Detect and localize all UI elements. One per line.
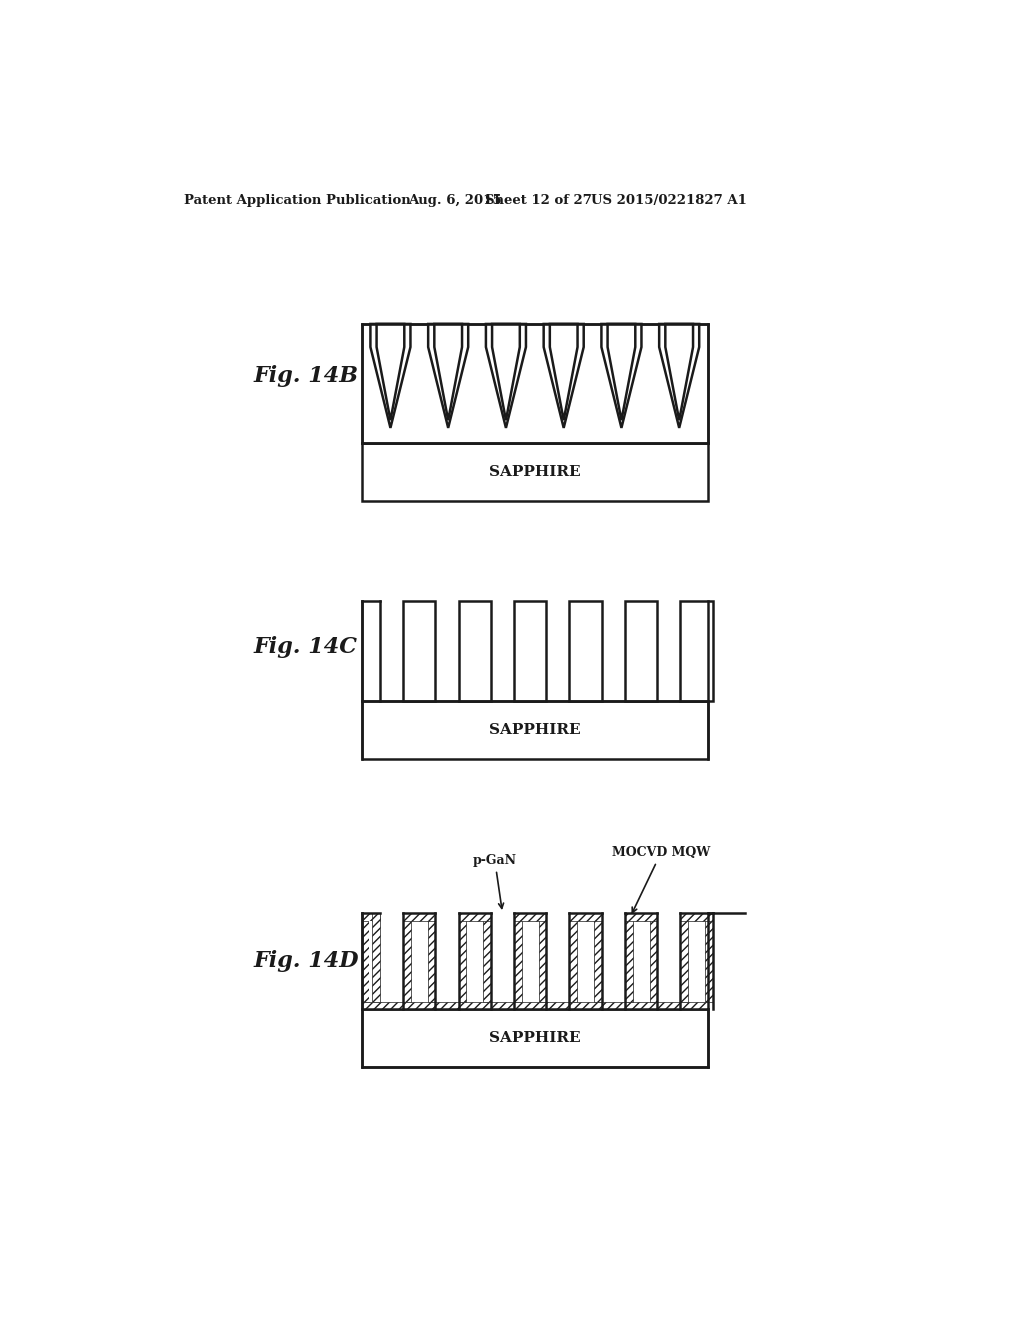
Text: Fig. 14C: Fig. 14C (254, 636, 357, 659)
Bar (361, 1002, 708, 1010)
Text: US 2015/0221827 A1: US 2015/0221827 A1 (591, 194, 746, 207)
Bar (539, 913, 547, 1002)
Polygon shape (550, 323, 578, 420)
Polygon shape (377, 323, 404, 420)
Bar (569, 913, 578, 1002)
Bar (361, 1010, 708, 1067)
Text: Sheet 12 of 27: Sheet 12 of 27 (484, 194, 592, 207)
Bar (625, 913, 657, 921)
Text: SAPPHIRE: SAPPHIRE (489, 723, 581, 737)
Bar (514, 913, 521, 1002)
Text: p-GaN: p-GaN (473, 854, 517, 908)
Bar (680, 913, 713, 921)
Polygon shape (371, 323, 411, 428)
Bar (373, 913, 380, 1002)
Bar (514, 601, 547, 701)
Bar (361, 323, 708, 444)
Bar (459, 913, 466, 1002)
Bar (403, 913, 435, 921)
Bar (403, 913, 411, 1002)
Bar (594, 913, 602, 1002)
Bar (459, 913, 490, 921)
Bar (521, 921, 539, 1002)
Bar (459, 601, 490, 701)
Polygon shape (493, 323, 520, 420)
Polygon shape (666, 323, 693, 420)
Bar (483, 913, 490, 1002)
Bar (569, 601, 602, 701)
Bar (466, 921, 483, 1002)
Text: Patent Application Publication: Patent Application Publication (184, 194, 412, 207)
Bar (625, 601, 657, 701)
Polygon shape (486, 323, 526, 428)
Bar (370, 921, 373, 1002)
Bar (633, 921, 649, 1002)
Polygon shape (607, 323, 635, 420)
Bar (361, 444, 708, 502)
Polygon shape (601, 323, 641, 428)
Polygon shape (428, 323, 468, 428)
Bar (361, 701, 708, 759)
Text: SAPPHIRE: SAPPHIRE (489, 465, 581, 479)
Bar (578, 921, 594, 1002)
Text: Aug. 6, 2015: Aug. 6, 2015 (408, 194, 502, 207)
Bar (361, 913, 370, 1002)
Bar (680, 913, 688, 1002)
Bar (514, 913, 547, 921)
Bar (649, 913, 657, 1002)
Bar (569, 913, 602, 921)
Text: SAPPHIRE: SAPPHIRE (489, 1031, 581, 1045)
Text: MOCVD MQW: MOCVD MQW (612, 846, 711, 912)
Bar (403, 601, 435, 701)
Bar (428, 913, 435, 1002)
Polygon shape (544, 323, 584, 428)
Bar (680, 601, 713, 701)
Text: Fig. 14D: Fig. 14D (254, 950, 359, 972)
Bar (705, 913, 713, 1002)
Polygon shape (659, 323, 699, 428)
Text: Fig. 14B: Fig. 14B (254, 364, 358, 387)
Bar (625, 913, 633, 1002)
Polygon shape (434, 323, 462, 420)
Bar (361, 913, 380, 921)
Bar (688, 921, 705, 1002)
Bar (411, 921, 428, 1002)
